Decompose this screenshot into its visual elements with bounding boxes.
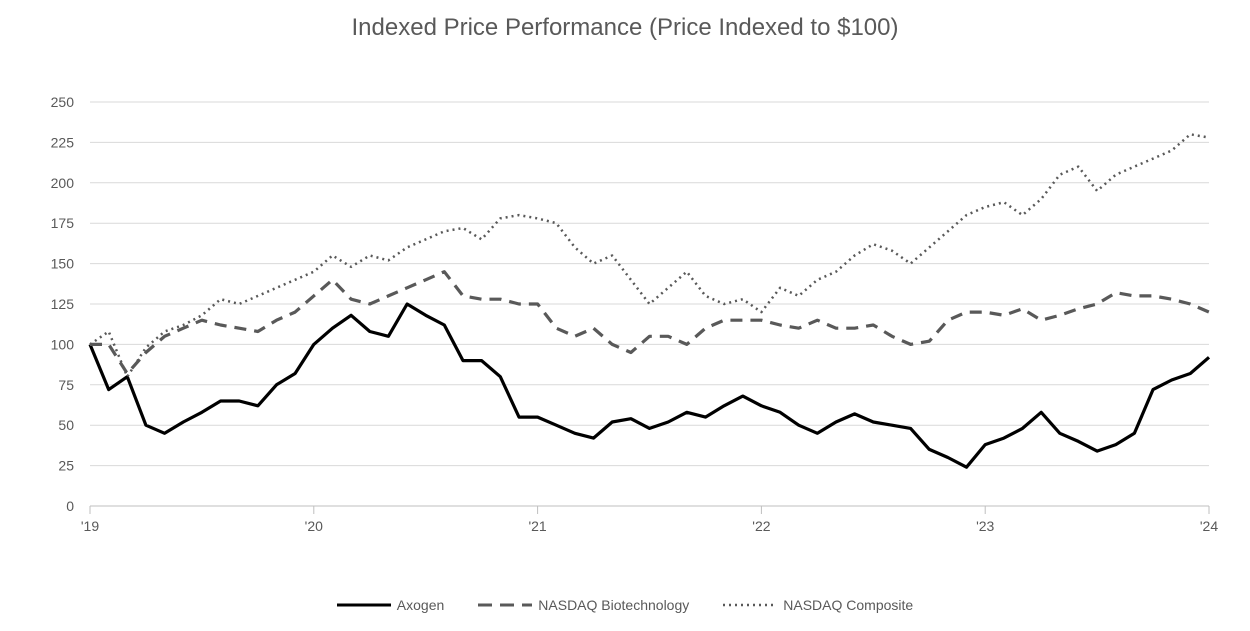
x-tick-label: '24 bbox=[1200, 518, 1218, 534]
x-tick-label: '20 bbox=[305, 518, 323, 534]
legend-swatch-solid bbox=[336, 603, 391, 607]
legend-label: Axogen bbox=[396, 597, 445, 613]
legend-item-nasdaq-biotech: NASDAQ Biotechnology bbox=[478, 597, 689, 613]
x-tick-label: '19 bbox=[81, 518, 99, 534]
y-tick-label: 225 bbox=[51, 134, 75, 150]
series-line-nasdaq-biotechnology bbox=[90, 270, 1210, 376]
y-tick-label: 25 bbox=[58, 458, 74, 474]
series-line-nasdaq-composite bbox=[89, 133, 1210, 378]
x-tick-label: '22 bbox=[752, 518, 770, 534]
y-tick-label: 150 bbox=[51, 256, 75, 272]
y-tick-label: 100 bbox=[51, 336, 75, 352]
y-tick-label: 75 bbox=[58, 377, 74, 393]
y-tick-label: 250 bbox=[51, 94, 75, 110]
legend-item-axogen: Axogen bbox=[336, 597, 445, 613]
y-tick-label: 50 bbox=[58, 417, 74, 433]
legend-label: NASDAQ Composite bbox=[783, 597, 914, 613]
legend-swatch-dotted bbox=[723, 603, 778, 607]
y-tick-label: 175 bbox=[51, 215, 75, 231]
legend-swatch-dashed bbox=[478, 603, 533, 607]
series-line-axogen bbox=[88, 302, 1211, 469]
legend-label: NASDAQ Biotechnology bbox=[538, 597, 690, 613]
legend-item-nasdaq-composite: NASDAQ Composite bbox=[723, 597, 913, 613]
x-tick-label: '21 bbox=[528, 518, 546, 534]
legend: Axogen NASDAQ Biotechnology NASDAQ Compo… bbox=[0, 597, 1250, 613]
y-tick-label: 125 bbox=[51, 296, 75, 312]
chart-title: Indexed Price Performance (Price Indexed… bbox=[351, 14, 899, 41]
y-tick-label: 200 bbox=[51, 175, 75, 191]
y-tick-label: 0 bbox=[66, 498, 74, 514]
x-tick-label: '23 bbox=[976, 518, 994, 534]
